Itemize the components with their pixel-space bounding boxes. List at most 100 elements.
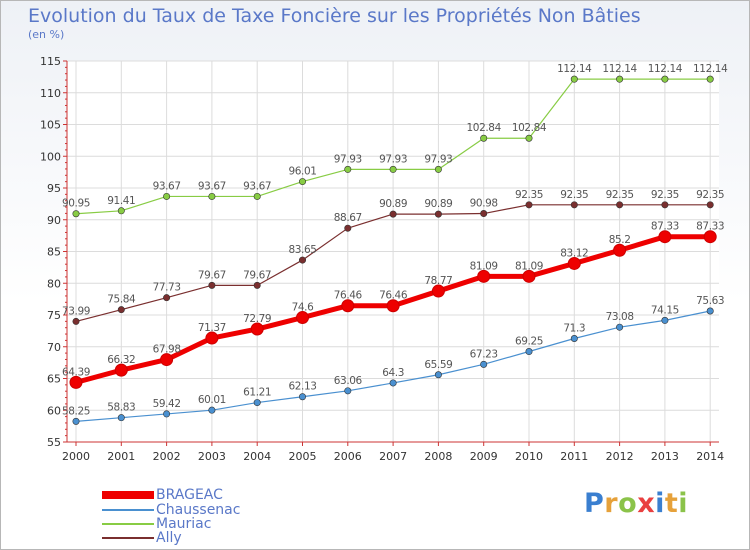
data-label: 67.23 xyxy=(470,348,498,360)
legend-swatch xyxy=(102,491,154,499)
data-label: 90.89 xyxy=(424,198,452,210)
data-label: 64.3 xyxy=(382,367,404,379)
data-label: 112.14 xyxy=(693,63,728,75)
data-label: 72.79 xyxy=(243,313,271,325)
data-label: 93.67 xyxy=(153,180,181,192)
data-label: 58.25 xyxy=(62,405,90,417)
data-label: 76.46 xyxy=(334,290,363,302)
data-label: 62.13 xyxy=(288,381,316,393)
data-label: 92.35 xyxy=(560,189,588,201)
data-point xyxy=(341,299,355,313)
data-label: 71.37 xyxy=(198,322,226,334)
data-label: 76.46 xyxy=(379,290,408,302)
data-point xyxy=(344,224,352,232)
data-point xyxy=(570,201,578,209)
data-point xyxy=(525,134,533,142)
legend-label: Chaussenac xyxy=(156,502,241,518)
data-point xyxy=(703,230,717,244)
chart-title: Evolution du Taux de Taxe Foncière sur l… xyxy=(28,5,641,27)
x-tick-label: 2001 xyxy=(107,450,135,463)
data-label: 83.65 xyxy=(288,244,316,256)
brand-letter: i xyxy=(655,488,665,519)
data-label: 58.83 xyxy=(107,402,135,414)
data-point xyxy=(570,75,578,83)
data-label: 112.14 xyxy=(557,63,592,75)
data-label: 77.73 xyxy=(153,282,181,294)
data-point xyxy=(163,294,171,302)
data-label: 63.06 xyxy=(334,375,363,387)
data-point xyxy=(389,210,397,218)
x-tick-label: 2007 xyxy=(379,450,407,463)
data-label: 112.14 xyxy=(648,63,683,75)
data-label: 74.6 xyxy=(292,302,314,314)
data-point xyxy=(298,256,306,264)
x-tick-label: 2000 xyxy=(62,450,90,463)
data-point xyxy=(208,192,216,200)
data-point xyxy=(658,230,672,244)
data-label: 65.59 xyxy=(424,359,452,371)
y-tick-label: 60 xyxy=(47,404,61,417)
data-point xyxy=(567,256,581,270)
y-tick-label: 80 xyxy=(47,277,61,290)
data-point xyxy=(253,281,261,289)
data-label: 102.84 xyxy=(512,122,547,134)
data-label: 71.3 xyxy=(563,322,585,334)
data-point xyxy=(386,299,400,313)
data-point xyxy=(616,201,624,209)
data-point xyxy=(69,375,83,389)
data-point xyxy=(525,348,533,356)
data-label: 67.98 xyxy=(153,344,181,356)
x-tick-label: 2004 xyxy=(243,450,271,463)
data-point xyxy=(298,393,306,401)
y-tick-label: 105 xyxy=(40,119,61,132)
data-label: 92.35 xyxy=(606,189,634,201)
x-tick-label: 2006 xyxy=(334,450,362,463)
data-label: 75.63 xyxy=(696,295,724,307)
data-label: 66.32 xyxy=(107,354,135,366)
data-label: 79.67 xyxy=(243,269,271,281)
x-tick-label: 2008 xyxy=(424,450,452,463)
data-label: 87.33 xyxy=(696,221,724,233)
data-point xyxy=(434,165,442,173)
x-tick-label: 2012 xyxy=(606,450,634,463)
data-point xyxy=(525,201,533,209)
data-point xyxy=(477,269,491,283)
data-point xyxy=(480,360,488,368)
data-label: 88.67 xyxy=(334,212,362,224)
data-point xyxy=(253,192,261,200)
y-tick-label: 95 xyxy=(47,182,61,195)
brand-letter: P xyxy=(584,488,605,519)
data-label: 69.25 xyxy=(515,336,543,348)
data-label: 93.67 xyxy=(198,180,226,192)
data-point xyxy=(522,269,536,283)
y-tick-label: 100 xyxy=(40,150,61,163)
data-point xyxy=(72,210,80,218)
data-label: 79.67 xyxy=(198,269,226,281)
data-point xyxy=(72,417,80,425)
data-point xyxy=(389,165,397,173)
data-label: 91.41 xyxy=(107,195,135,207)
brand-logo: Proxiti xyxy=(584,488,688,519)
data-label: 60.01 xyxy=(198,394,226,406)
brand-letter: i xyxy=(678,488,689,519)
data-point xyxy=(706,307,714,315)
data-point xyxy=(434,371,442,379)
brand-letter: r xyxy=(604,488,619,519)
data-point xyxy=(389,379,397,387)
data-label: 73.99 xyxy=(62,305,90,317)
y-tick-label: 65 xyxy=(47,373,61,386)
x-tick-label: 2005 xyxy=(289,450,317,463)
y-tick-label: 85 xyxy=(47,246,61,259)
legend-swatch xyxy=(102,509,154,511)
data-label: 90.98 xyxy=(470,198,498,210)
data-point xyxy=(298,178,306,186)
data-label: 81.09 xyxy=(470,260,498,272)
y-tick-label: 90 xyxy=(47,214,61,227)
x-tick-label: 2014 xyxy=(696,450,724,463)
unit-label: (en %) xyxy=(28,28,65,41)
data-label: 97.93 xyxy=(424,153,452,165)
data-point xyxy=(205,331,219,345)
data-point xyxy=(480,134,488,142)
